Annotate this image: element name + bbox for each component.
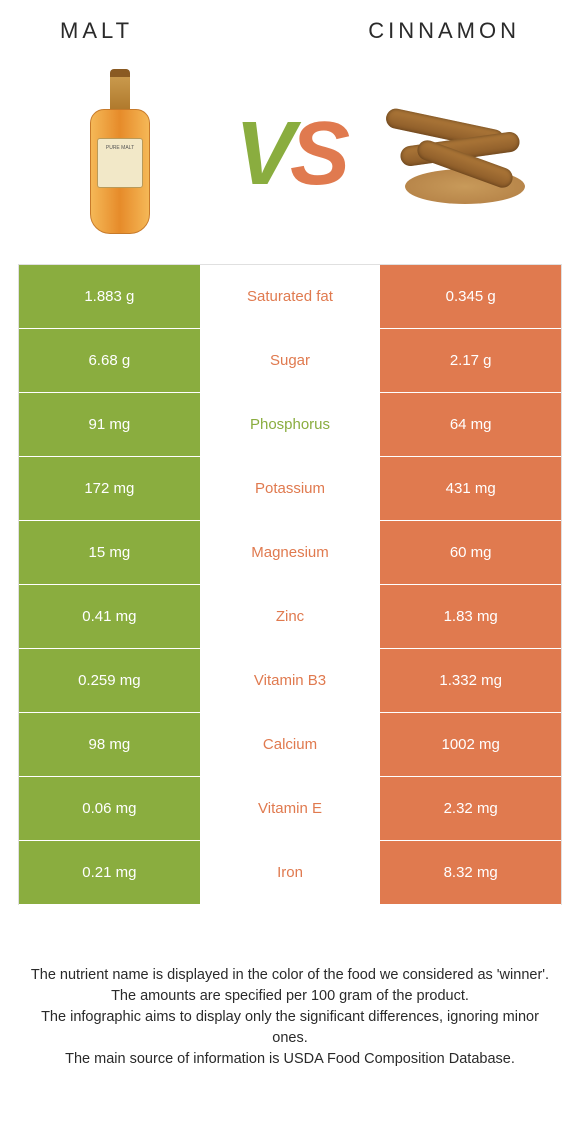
table-row: 1.883 gSaturated fat0.345 g	[19, 265, 561, 329]
footer-line: The nutrient name is displayed in the co…	[30, 965, 550, 986]
left-value: 98 mg	[19, 713, 200, 776]
footer-line: The main source of information is USDA F…	[30, 1049, 550, 1070]
cinnamon-image	[370, 64, 550, 244]
nutrient-name: Zinc	[200, 585, 381, 648]
nutrient-name: Potassium	[200, 457, 381, 520]
hero-row: PURE MALT VS	[0, 54, 580, 264]
left-value: 0.06 mg	[19, 777, 200, 840]
vs-v: V	[235, 104, 290, 204]
vs-s: S	[290, 104, 345, 204]
bottle-icon: PURE MALT	[90, 69, 150, 239]
cinnamon-icon	[375, 99, 545, 209]
nutrient-name: Vitamin B3	[200, 649, 381, 712]
footer-line: The infographic aims to display only the…	[30, 1007, 550, 1049]
table-row: 98 mgCalcium1002 mg	[19, 713, 561, 777]
left-value: 172 mg	[19, 457, 200, 520]
vs-label: VS	[235, 109, 345, 199]
left-value: 0.259 mg	[19, 649, 200, 712]
nutrient-name: Vitamin E	[200, 777, 381, 840]
bottle-label-text: PURE MALT	[97, 138, 143, 188]
table-row: 15 mgMagnesium60 mg	[19, 521, 561, 585]
left-value: 1.883 g	[19, 265, 200, 328]
right-value: 2.17 g	[380, 329, 561, 392]
right-value: 0.345 g	[380, 265, 561, 328]
left-value: 6.68 g	[19, 329, 200, 392]
table-row: 0.259 mgVitamin B31.332 mg	[19, 649, 561, 713]
left-value: 15 mg	[19, 521, 200, 584]
nutrient-name: Sugar	[200, 329, 381, 392]
left-value: 0.21 mg	[19, 841, 200, 904]
nutrient-table: 1.883 gSaturated fat0.345 g6.68 gSugar2.…	[18, 264, 562, 905]
right-value: 1002 mg	[380, 713, 561, 776]
malt-image: PURE MALT	[30, 64, 210, 244]
footer-notes: The nutrient name is displayed in the co…	[0, 905, 580, 1070]
nutrient-name: Calcium	[200, 713, 381, 776]
footer-line: The amounts are specified per 100 gram o…	[30, 986, 550, 1007]
left-value: 91 mg	[19, 393, 200, 456]
right-value: 60 mg	[380, 521, 561, 584]
table-row: 6.68 gSugar2.17 g	[19, 329, 561, 393]
header-left-label: Malt	[60, 18, 133, 44]
table-row: 0.06 mgVitamin E2.32 mg	[19, 777, 561, 841]
table-row: 91 mgPhosphorus64 mg	[19, 393, 561, 457]
left-value: 0.41 mg	[19, 585, 200, 648]
right-value: 8.32 mg	[380, 841, 561, 904]
header-right-label: Cinnamon	[368, 18, 520, 44]
nutrient-name: Magnesium	[200, 521, 381, 584]
table-row: 0.21 mgIron8.32 mg	[19, 841, 561, 905]
right-value: 1.83 mg	[380, 585, 561, 648]
table-row: 0.41 mgZinc1.83 mg	[19, 585, 561, 649]
right-value: 64 mg	[380, 393, 561, 456]
nutrient-name: Phosphorus	[200, 393, 381, 456]
right-value: 431 mg	[380, 457, 561, 520]
header: Malt Cinnamon	[0, 0, 580, 54]
nutrient-name: Saturated fat	[200, 265, 381, 328]
nutrient-name: Iron	[200, 841, 381, 904]
right-value: 2.32 mg	[380, 777, 561, 840]
right-value: 1.332 mg	[380, 649, 561, 712]
table-row: 172 mgPotassium431 mg	[19, 457, 561, 521]
